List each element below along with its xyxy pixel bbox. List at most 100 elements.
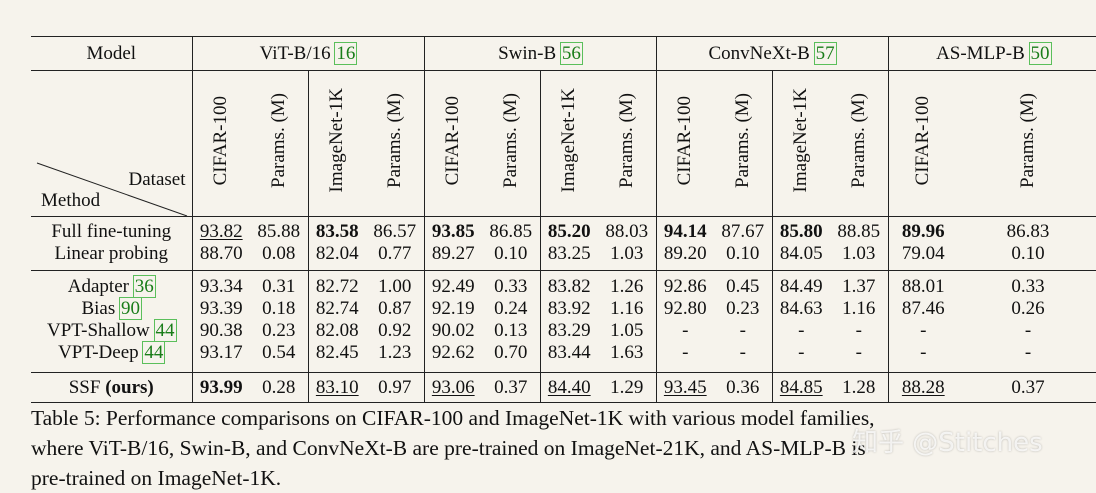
caption-line: where ViT-B/16, Swin-B, and ConvNeXt-B a… bbox=[31, 436, 866, 460]
table-cell: 0.36 bbox=[714, 372, 773, 403]
header-row-families: Model ViT-B/16 16 Swin-B 56 ConvNeXt-B 5… bbox=[31, 36, 1096, 71]
dataset-method-corner: Dataset Method bbox=[31, 70, 192, 217]
table-cell: 82.08 bbox=[307, 320, 366, 342]
col-header-label: Params. (M) bbox=[267, 93, 289, 188]
table-cell: 83.29 bbox=[539, 320, 598, 342]
table-row: Full fine-tuning 93.82 85.88 83.58 86.57 93.8… bbox=[31, 216, 1096, 243]
citation-link[interactable]: 36 bbox=[132, 275, 156, 298]
table-cell: - bbox=[739, 320, 746, 341]
table-cell: 0.13 bbox=[494, 320, 528, 341]
col-header-asmlp-0: CIFAR-100 bbox=[887, 70, 959, 217]
col-header-swin-3: Params. (M) bbox=[598, 70, 657, 217]
table-cell: 84.85 bbox=[771, 372, 831, 403]
col-header-label: Params. (M) bbox=[383, 93, 405, 188]
method-label: Method bbox=[41, 190, 101, 211]
table-cell: 0.33 bbox=[958, 270, 1096, 298]
table-cell: 94.14 bbox=[655, 216, 715, 243]
table-cell: 89.96 bbox=[887, 216, 959, 243]
dataset-label: Dataset bbox=[128, 169, 186, 190]
col-header-vit-1: Params. (M) bbox=[250, 70, 308, 217]
table-cell: 93.06 bbox=[423, 372, 482, 403]
diagonal-line bbox=[36, 162, 188, 216]
table-cell: 84.05 bbox=[771, 243, 831, 271]
col-header-vit-0: CIFAR-100 bbox=[191, 70, 250, 217]
table-cell: 83.82 bbox=[539, 270, 598, 298]
table-cell: 82.74 bbox=[307, 298, 366, 320]
family-header-vit: ViT-B/16 16 bbox=[191, 36, 424, 71]
table-cell: - bbox=[771, 320, 831, 342]
table-cell: 0.10 bbox=[494, 243, 528, 264]
table-cell: 92.19 bbox=[423, 298, 482, 320]
table-cell: 92.62 bbox=[423, 342, 482, 373]
col-header-label: CIFAR-100 bbox=[674, 95, 696, 186]
table-cell: 0.33 bbox=[482, 270, 540, 298]
table-cell: 0.54 bbox=[262, 342, 296, 363]
ours-suffix: (ours) bbox=[105, 377, 154, 398]
method-name: Linear probing bbox=[54, 243, 168, 264]
col-header-vit-3: Params. (M) bbox=[366, 70, 424, 217]
results-table-container: Model ViT-B/16 16 Swin-B 56 ConvNeXt-B 5… bbox=[31, 36, 1096, 403]
citation-link[interactable]: 90 bbox=[119, 297, 143, 320]
table-cell: 0.97 bbox=[366, 372, 424, 403]
table-cell: 93.99 bbox=[191, 372, 250, 403]
citation-link[interactable]: 44 bbox=[153, 319, 177, 342]
table-cell: 82.72 bbox=[307, 270, 366, 298]
table-cell: 85.80 bbox=[771, 216, 831, 243]
citation-link[interactable]: 50 bbox=[1028, 41, 1052, 65]
citation-link[interactable]: 56 bbox=[559, 41, 583, 65]
table-cell: 0.37 bbox=[482, 372, 540, 403]
table-cell: 1.16 bbox=[610, 298, 644, 319]
citation-link[interactable]: 57 bbox=[813, 41, 837, 65]
method-name: Bias 90 bbox=[81, 297, 143, 320]
method-name: VPT-Shallow 44 bbox=[46, 319, 177, 342]
table-cell: 88.85 bbox=[837, 221, 881, 242]
table-cell: 83.92 bbox=[539, 298, 598, 320]
table-cell: 89.20 bbox=[655, 243, 715, 271]
table-cell: 88.01 bbox=[887, 270, 959, 298]
col-header-label: ImageNet-1K bbox=[558, 88, 580, 193]
table-cell: 0.31 bbox=[250, 270, 308, 298]
header-row-datasets: Dataset Method CIFAR-100 Params. (M) Image… bbox=[31, 70, 1096, 217]
table-cell: 1.03 bbox=[842, 243, 876, 264]
table-cell: 1.00 bbox=[366, 270, 424, 298]
table-cell: 90.38 bbox=[191, 320, 250, 342]
col-header-label: CIFAR-100 bbox=[210, 95, 232, 186]
watermark: 知乎 @Stitches bbox=[852, 428, 1043, 458]
citation-link[interactable]: 16 bbox=[334, 41, 358, 65]
table-cell: 1.05 bbox=[610, 320, 644, 341]
caption-line: pre-trained on ImageNet-1K. bbox=[31, 466, 282, 490]
table-cell: 0.87 bbox=[378, 298, 412, 319]
method-name: SSF (ours) bbox=[31, 372, 192, 403]
table-row: Bias 90 93.39 0.18 82.74 0.87 92.19 0.24 83.92 1… bbox=[31, 297, 1096, 320]
col-header-label: CIFAR-100 bbox=[912, 95, 934, 186]
table-cell: 0.77 bbox=[378, 243, 412, 264]
table-cell: 1.26 bbox=[598, 270, 657, 298]
model-header: Model bbox=[31, 36, 192, 71]
col-header-label: Params. (M) bbox=[731, 93, 753, 188]
table-cell: 86.83 bbox=[1006, 221, 1050, 242]
table-cell: 92.86 bbox=[655, 270, 715, 298]
table-cell: 79.04 bbox=[887, 243, 959, 271]
caption-line: Table 5: Performance comparisons on CIFA… bbox=[31, 406, 875, 430]
table-row: VPT-Deep 44 93.17 0.54 82.45 1.23 92.62 0.70 83… bbox=[31, 341, 1096, 373]
citation-link[interactable]: 44 bbox=[142, 341, 166, 364]
table-cell: 1.63 bbox=[610, 342, 644, 363]
table-cell: 87.46 bbox=[887, 298, 959, 320]
family-header-asmlp: AS-MLP-B 50 bbox=[887, 36, 1096, 71]
table-cell: 1.23 bbox=[378, 342, 412, 363]
col-header-label: Params. (M) bbox=[499, 93, 521, 188]
col-header-label: Params. (M) bbox=[615, 93, 637, 188]
col-header-swin-1: Params. (M) bbox=[482, 70, 540, 217]
table-cell: 0.92 bbox=[378, 320, 412, 341]
col-header-label: CIFAR-100 bbox=[442, 95, 464, 186]
table-cell: 0.28 bbox=[250, 372, 308, 403]
table-cell: 0.24 bbox=[494, 298, 528, 319]
table-cell: 1.28 bbox=[830, 372, 889, 403]
table-cell: 1.16 bbox=[842, 298, 876, 319]
table-cell: 84.40 bbox=[539, 372, 598, 403]
table-cell: 86.85 bbox=[489, 221, 533, 242]
table-cell: 93.85 bbox=[423, 216, 482, 243]
table-cell: 93.45 bbox=[655, 372, 715, 403]
table-cell: - bbox=[655, 320, 715, 342]
table-cell: 84.63 bbox=[771, 298, 831, 320]
